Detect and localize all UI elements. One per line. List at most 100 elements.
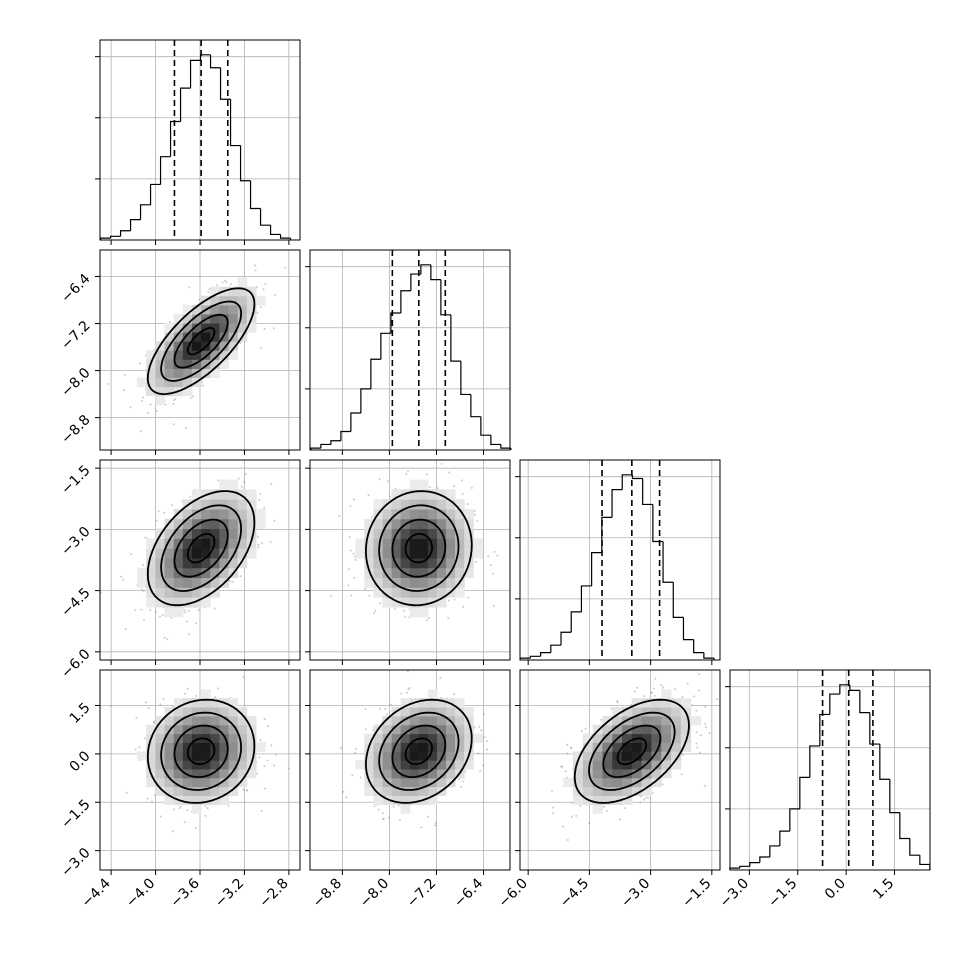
density-cell <box>409 606 420 618</box>
density-cell <box>391 587 402 598</box>
scatter-point <box>373 805 376 808</box>
scatter-point <box>153 721 156 724</box>
scatter-point <box>722 748 724 750</box>
scatter-point <box>643 695 646 698</box>
scatter-point <box>475 560 478 563</box>
scatter-point <box>260 809 263 812</box>
density-cell <box>191 538 202 549</box>
scatter-point <box>197 609 200 612</box>
density-cell <box>612 707 623 717</box>
density-cell <box>592 804 603 814</box>
scatter-point <box>221 281 224 284</box>
density-cell <box>446 528 456 539</box>
density-cell <box>427 715 438 726</box>
density-cell <box>582 733 594 743</box>
density-cell <box>173 518 184 530</box>
density-cell <box>436 538 447 549</box>
density-cell <box>182 557 193 569</box>
density-cell <box>455 733 465 743</box>
scatter-point <box>189 397 192 400</box>
contour-panel-2-1-0 <box>404 533 434 564</box>
density-cell <box>246 751 257 761</box>
density-cell <box>651 768 662 779</box>
density-cell <box>228 538 239 549</box>
density-cell <box>631 751 643 761</box>
density-cell <box>246 295 257 306</box>
scatter-point <box>698 672 701 675</box>
density-cell <box>364 733 374 743</box>
density-cell <box>164 577 175 588</box>
density-cell <box>146 760 156 770</box>
density-cell <box>446 557 456 569</box>
scatter-point <box>639 801 642 804</box>
density-cell <box>182 777 193 788</box>
density-cell <box>191 548 202 559</box>
hist-bar-0-16 <box>259 208 271 226</box>
hist-bar-1-2 <box>330 440 341 445</box>
density-cell <box>400 742 411 752</box>
density-cell <box>573 751 584 761</box>
density-cell <box>219 341 230 351</box>
scatter-point <box>138 746 141 749</box>
hist-bar-2-16 <box>682 617 694 641</box>
hist-bar-2-18 <box>703 652 715 659</box>
scatter-point <box>654 677 657 680</box>
density-cell <box>210 489 220 500</box>
density-cell <box>391 768 402 779</box>
scatter-point <box>188 286 191 289</box>
scatter-point <box>392 805 395 808</box>
scatter-point <box>213 696 216 699</box>
scatter-point <box>352 552 355 555</box>
scatter-point <box>217 479 220 482</box>
scatter-point <box>651 691 654 694</box>
density-cell <box>173 350 184 360</box>
density-cell <box>622 742 633 752</box>
density-cell <box>173 777 184 788</box>
density-cell <box>592 795 603 805</box>
density-cell <box>382 795 393 805</box>
density-cell <box>373 538 384 549</box>
hist-bar-1-17 <box>480 416 491 436</box>
hist-bar-0-11 <box>209 54 221 69</box>
density-cell <box>418 768 429 779</box>
contour-panel-3-2-2 <box>588 711 676 791</box>
density-cell <box>661 733 672 743</box>
scatter-point <box>382 818 385 821</box>
density-cell <box>409 597 420 608</box>
scatter-point <box>434 824 437 827</box>
hist-bar-2-1 <box>529 655 541 659</box>
density-cell <box>373 742 384 752</box>
scatter-point <box>229 283 232 286</box>
density-cell <box>201 751 211 761</box>
density-cell <box>228 341 239 351</box>
scatter-point <box>579 804 582 807</box>
density-cell <box>612 768 623 779</box>
scatter-point <box>389 703 392 706</box>
density-cell <box>400 698 411 708</box>
density-cell <box>373 777 384 788</box>
x-tick-label-0-0: −4.4 <box>79 875 114 910</box>
density-cell <box>400 733 411 743</box>
density-cell <box>418 508 429 520</box>
hist-bar-1-12 <box>430 264 441 281</box>
density-cell <box>201 548 211 559</box>
scatter-point <box>166 638 169 641</box>
density-cell <box>364 768 374 779</box>
density-cell <box>237 733 248 743</box>
density-cell <box>391 742 402 752</box>
contour-panel-2-0-1 <box>173 518 229 578</box>
density-cell <box>182 368 193 378</box>
density-cell <box>464 760 474 770</box>
density-cell <box>219 768 230 779</box>
scatter-point <box>600 718 603 721</box>
hist-bar-2-10 <box>621 474 633 490</box>
scatter-point <box>460 479 463 482</box>
density-cell <box>201 724 211 735</box>
density-cell <box>364 577 374 588</box>
scatter-point <box>566 752 569 755</box>
density-cell <box>146 557 156 569</box>
scatter-point <box>470 486 473 489</box>
scatter-point <box>272 327 275 330</box>
density-cell <box>146 577 156 588</box>
scatter-point <box>155 410 158 413</box>
